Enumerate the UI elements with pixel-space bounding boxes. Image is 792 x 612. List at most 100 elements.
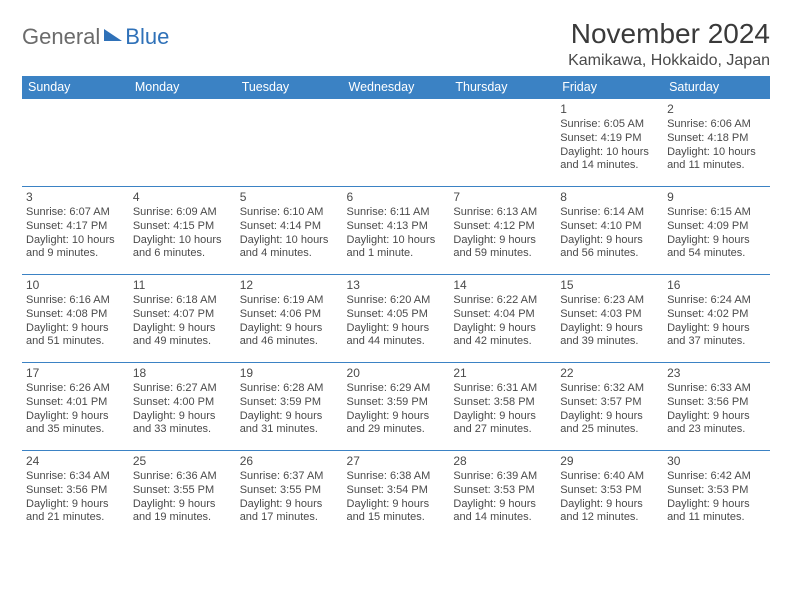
day-number: 2 [667,102,766,117]
day-header-row: Sunday Monday Tuesday Wednesday Thursday… [22,76,770,99]
sunset-text: Sunset: 3:53 PM [453,484,552,498]
daylight-text: Daylight: 9 hours and 44 minutes. [347,322,446,350]
calendar-row: 10Sunrise: 6:16 AMSunset: 4:08 PMDayligh… [22,275,770,363]
sunrise-text: Sunrise: 6:05 AM [560,118,659,132]
day-number: 27 [347,454,446,469]
calendar-cell: 11Sunrise: 6:18 AMSunset: 4:07 PMDayligh… [129,275,236,363]
sunrise-text: Sunrise: 6:23 AM [560,294,659,308]
day-number: 24 [26,454,125,469]
sunset-text: Sunset: 4:14 PM [240,220,339,234]
calendar-cell: 28Sunrise: 6:39 AMSunset: 3:53 PMDayligh… [449,451,556,539]
sunset-text: Sunset: 4:03 PM [560,308,659,322]
day-number: 20 [347,366,446,381]
sunset-text: Sunset: 4:02 PM [667,308,766,322]
day-number: 15 [560,278,659,293]
daylight-text: Daylight: 9 hours and 29 minutes. [347,410,446,438]
calendar-cell: 3Sunrise: 6:07 AMSunset: 4:17 PMDaylight… [22,187,129,275]
sunrise-text: Sunrise: 6:10 AM [240,206,339,220]
daylight-text: Daylight: 10 hours and 6 minutes. [133,234,232,262]
title-block: November 2024 Kamikawa, Hokkaido, Japan [568,18,770,70]
day-header: Sunday [22,76,129,99]
sunrise-text: Sunrise: 6:40 AM [560,470,659,484]
sunrise-text: Sunrise: 6:34 AM [26,470,125,484]
sunset-text: Sunset: 4:05 PM [347,308,446,322]
calendar-cell [343,99,450,187]
sunset-text: Sunset: 3:54 PM [347,484,446,498]
calendar-cell: 6Sunrise: 6:11 AMSunset: 4:13 PMDaylight… [343,187,450,275]
sunrise-text: Sunrise: 6:06 AM [667,118,766,132]
daylight-text: Daylight: 9 hours and 51 minutes. [26,322,125,350]
calendar-cell: 17Sunrise: 6:26 AMSunset: 4:01 PMDayligh… [22,363,129,451]
sunset-text: Sunset: 4:01 PM [26,396,125,410]
header: General Blue November 2024 Kamikawa, Hok… [22,18,770,70]
calendar-cell: 1Sunrise: 6:05 AMSunset: 4:19 PMDaylight… [556,99,663,187]
calendar-row: 3Sunrise: 6:07 AMSunset: 4:17 PMDaylight… [22,187,770,275]
calendar-cell: 19Sunrise: 6:28 AMSunset: 3:59 PMDayligh… [236,363,343,451]
sunset-text: Sunset: 3:56 PM [26,484,125,498]
day-number: 17 [26,366,125,381]
sunset-text: Sunset: 4:00 PM [133,396,232,410]
sunrise-text: Sunrise: 6:22 AM [453,294,552,308]
daylight-text: Daylight: 9 hours and 39 minutes. [560,322,659,350]
daylight-text: Daylight: 9 hours and 46 minutes. [240,322,339,350]
calendar-cell: 15Sunrise: 6:23 AMSunset: 4:03 PMDayligh… [556,275,663,363]
sunrise-text: Sunrise: 6:11 AM [347,206,446,220]
daylight-text: Daylight: 9 hours and 14 minutes. [453,498,552,526]
day-number: 21 [453,366,552,381]
day-number: 18 [133,366,232,381]
sunrise-text: Sunrise: 6:39 AM [453,470,552,484]
calendar-cell: 8Sunrise: 6:14 AMSunset: 4:10 PMDaylight… [556,187,663,275]
day-header: Saturday [663,76,770,99]
location-label: Kamikawa, Hokkaido, Japan [568,52,770,70]
day-number: 9 [667,190,766,205]
sunrise-text: Sunrise: 6:31 AM [453,382,552,396]
calendar-cell [22,99,129,187]
calendar-cell [129,99,236,187]
daylight-text: Daylight: 9 hours and 31 minutes. [240,410,339,438]
calendar-row: 24Sunrise: 6:34 AMSunset: 3:56 PMDayligh… [22,451,770,539]
calendar-cell: 2Sunrise: 6:06 AMSunset: 4:18 PMDaylight… [663,99,770,187]
day-header: Friday [556,76,663,99]
sunrise-text: Sunrise: 6:19 AM [240,294,339,308]
sunrise-text: Sunrise: 6:09 AM [133,206,232,220]
calendar-body: 1Sunrise: 6:05 AMSunset: 4:19 PMDaylight… [22,99,770,539]
sunset-text: Sunset: 4:06 PM [240,308,339,322]
sunrise-text: Sunrise: 6:07 AM [26,206,125,220]
sunrise-text: Sunrise: 6:26 AM [26,382,125,396]
daylight-text: Daylight: 9 hours and 19 minutes. [133,498,232,526]
day-number: 22 [560,366,659,381]
calendar-table: Sunday Monday Tuesday Wednesday Thursday… [22,76,770,539]
calendar-cell: 29Sunrise: 6:40 AMSunset: 3:53 PMDayligh… [556,451,663,539]
daylight-text: Daylight: 9 hours and 21 minutes. [26,498,125,526]
sunset-text: Sunset: 4:10 PM [560,220,659,234]
calendar-cell: 23Sunrise: 6:33 AMSunset: 3:56 PMDayligh… [663,363,770,451]
day-header: Wednesday [343,76,450,99]
calendar-cell: 14Sunrise: 6:22 AMSunset: 4:04 PMDayligh… [449,275,556,363]
day-number: 30 [667,454,766,469]
daylight-text: Daylight: 9 hours and 56 minutes. [560,234,659,262]
daylight-text: Daylight: 9 hours and 12 minutes. [560,498,659,526]
day-number: 11 [133,278,232,293]
day-header: Thursday [449,76,556,99]
sunrise-text: Sunrise: 6:27 AM [133,382,232,396]
day-header: Tuesday [236,76,343,99]
daylight-text: Daylight: 9 hours and 37 minutes. [667,322,766,350]
day-number: 12 [240,278,339,293]
sunrise-text: Sunrise: 6:32 AM [560,382,659,396]
daylight-text: Daylight: 9 hours and 11 minutes. [667,498,766,526]
sunset-text: Sunset: 3:56 PM [667,396,766,410]
day-number: 14 [453,278,552,293]
calendar-cell: 22Sunrise: 6:32 AMSunset: 3:57 PMDayligh… [556,363,663,451]
calendar-cell: 25Sunrise: 6:36 AMSunset: 3:55 PMDayligh… [129,451,236,539]
calendar-cell: 10Sunrise: 6:16 AMSunset: 4:08 PMDayligh… [22,275,129,363]
calendar-cell: 30Sunrise: 6:42 AMSunset: 3:53 PMDayligh… [663,451,770,539]
day-number: 6 [347,190,446,205]
sunset-text: Sunset: 3:55 PM [240,484,339,498]
sunset-text: Sunset: 4:12 PM [453,220,552,234]
sunrise-text: Sunrise: 6:29 AM [347,382,446,396]
daylight-text: Daylight: 9 hours and 17 minutes. [240,498,339,526]
day-number: 23 [667,366,766,381]
sunrise-text: Sunrise: 6:18 AM [133,294,232,308]
day-number: 4 [133,190,232,205]
sunrise-text: Sunrise: 6:38 AM [347,470,446,484]
